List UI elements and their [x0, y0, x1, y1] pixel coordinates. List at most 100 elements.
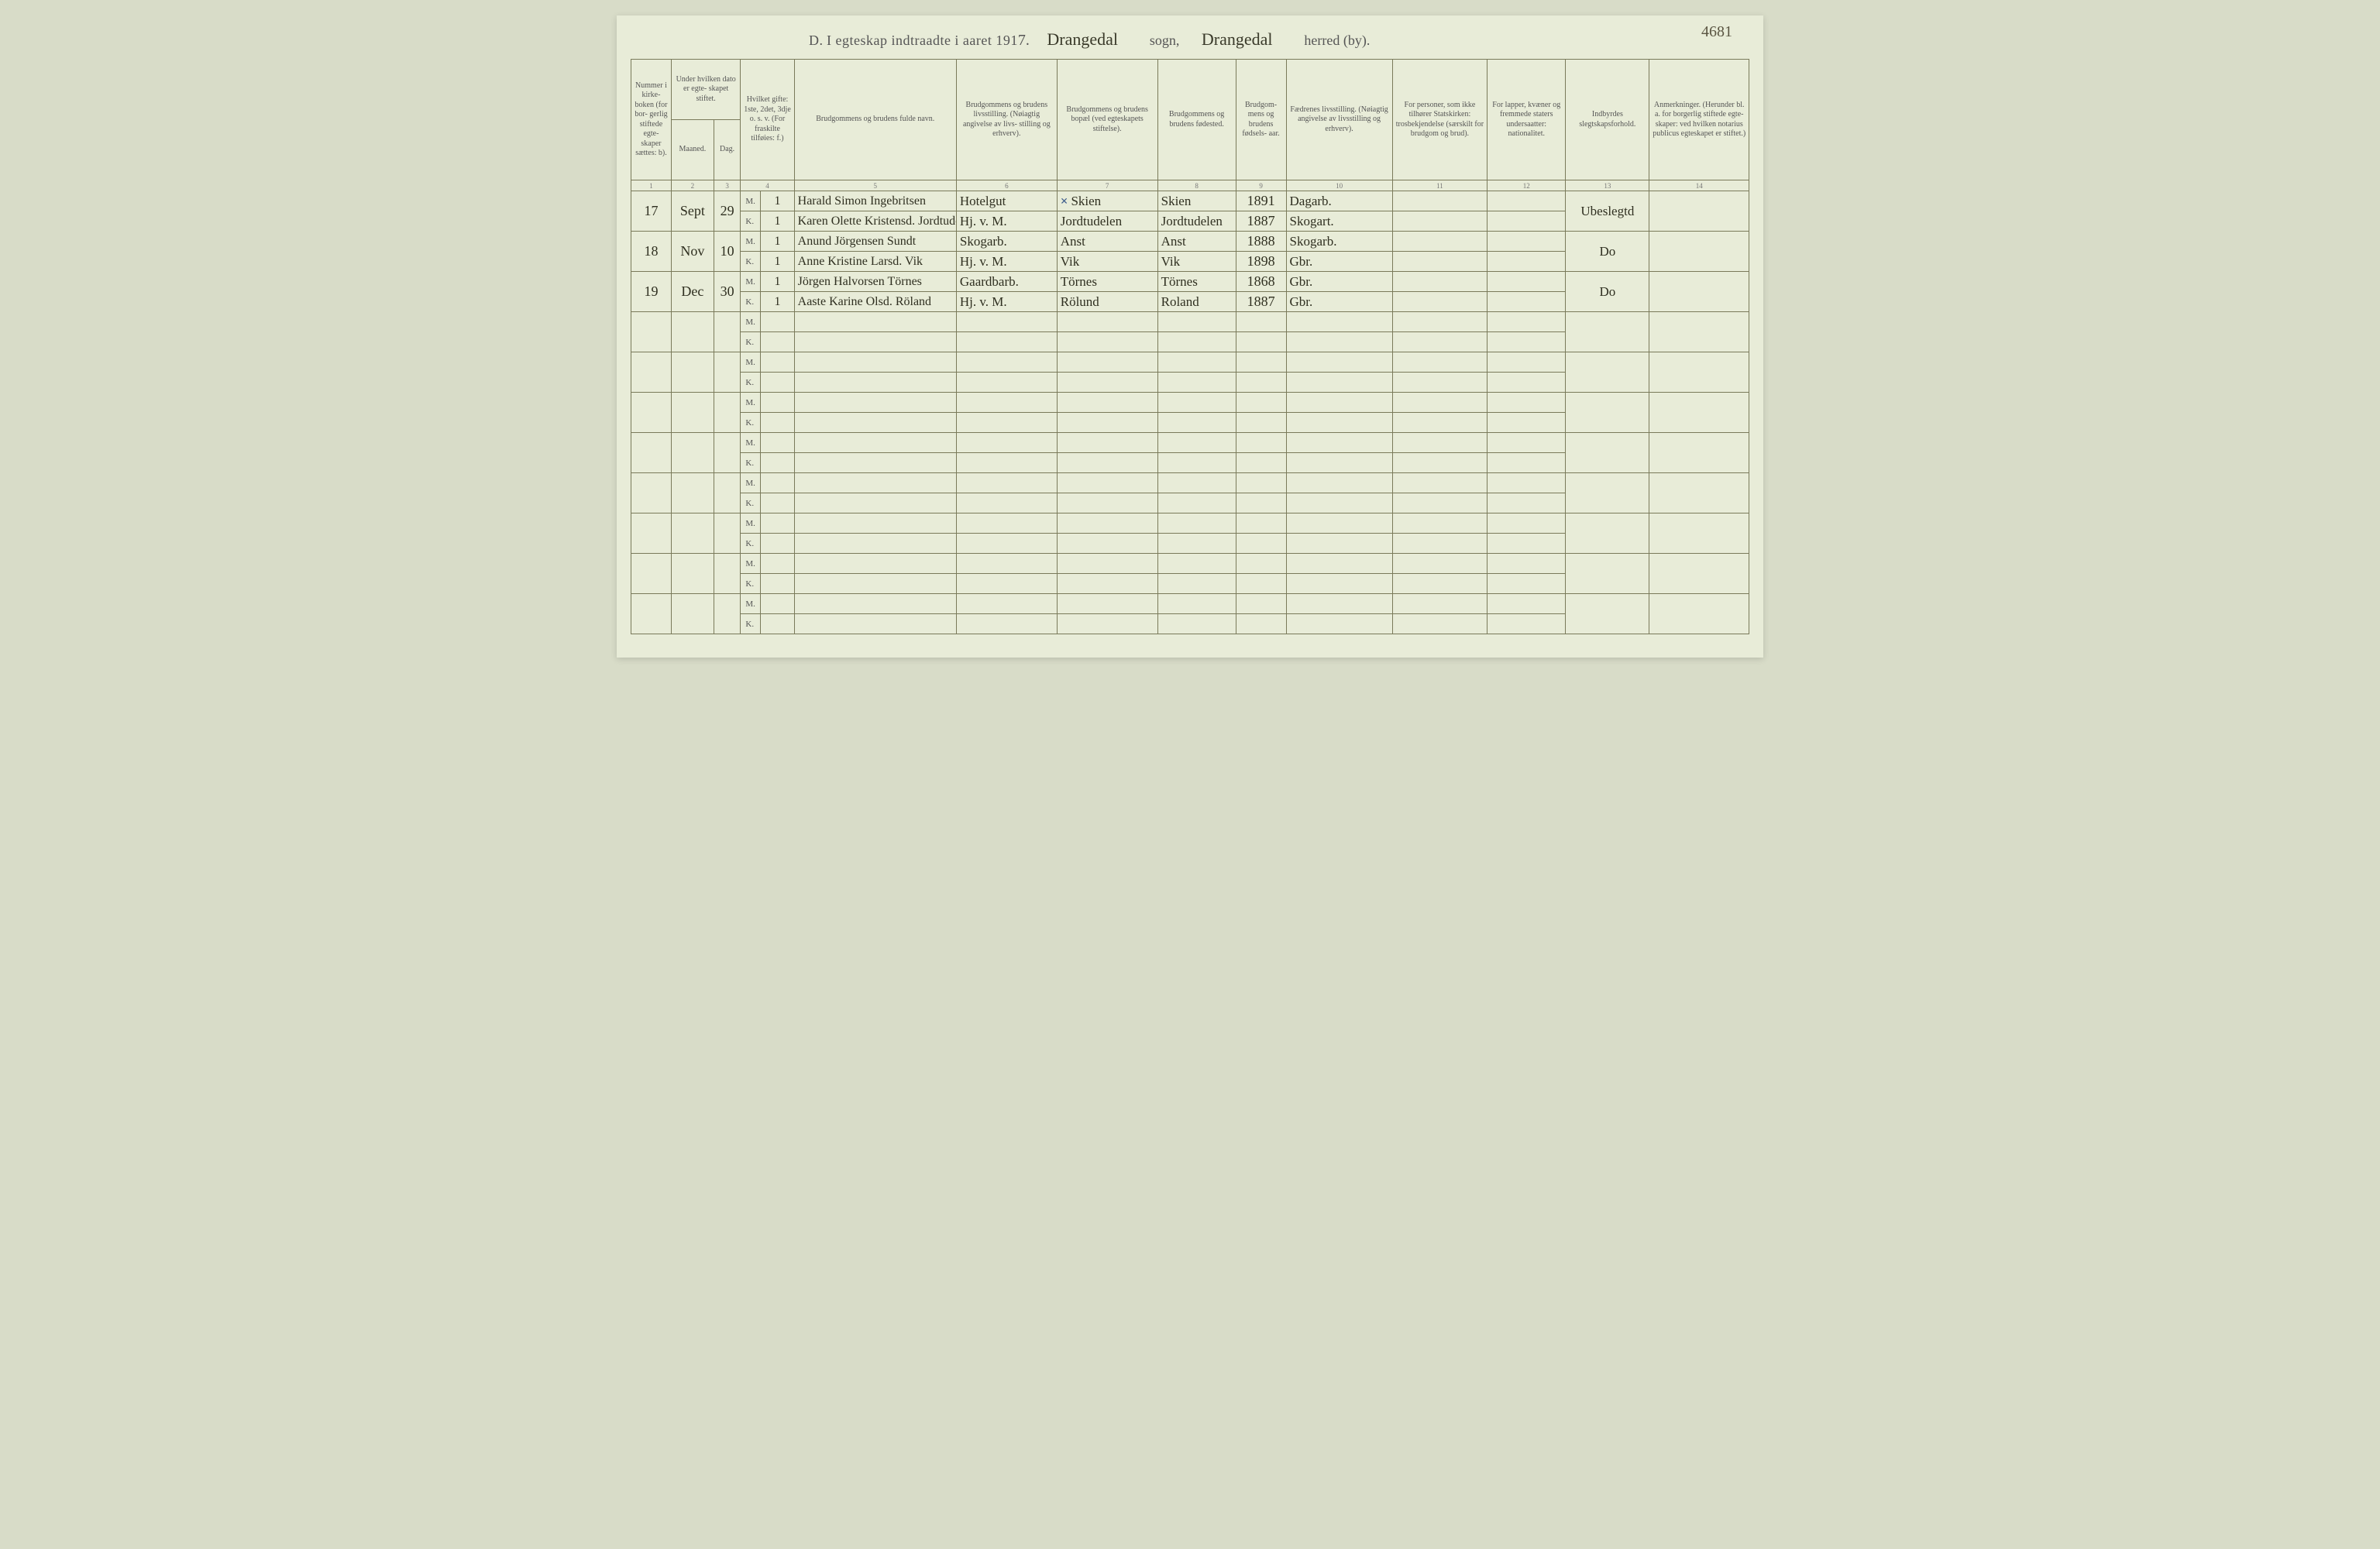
entry-month: Sept — [671, 191, 714, 232]
c11-m — [1392, 191, 1488, 211]
empty — [761, 413, 794, 433]
mk-label-k: K. — [741, 534, 761, 554]
empty — [631, 312, 672, 352]
empty — [1057, 513, 1157, 534]
mk-label-m: M. — [741, 352, 761, 373]
empty — [761, 493, 794, 513]
mk-label-m: M. — [741, 393, 761, 413]
empty — [1236, 473, 1286, 493]
empty — [1157, 332, 1236, 352]
empty — [1286, 352, 1392, 373]
empty — [761, 513, 794, 534]
empty — [1286, 614, 1392, 634]
empty — [956, 453, 1057, 473]
empty — [1392, 453, 1488, 473]
empty — [631, 554, 672, 594]
colnum: 5 — [794, 180, 956, 191]
far-k: Gbr. — [1286, 252, 1392, 272]
empty — [1286, 373, 1392, 393]
empty — [1488, 413, 1566, 433]
empty — [1057, 312, 1157, 332]
empty — [1057, 373, 1157, 393]
empty — [1286, 332, 1392, 352]
empty — [794, 473, 956, 493]
entry-month: Nov — [671, 232, 714, 272]
gifte-m: 1 — [761, 272, 794, 292]
colnum: 7 — [1057, 180, 1157, 191]
empty — [1286, 554, 1392, 574]
empty — [714, 473, 741, 513]
anmerk — [1649, 232, 1749, 272]
aar-m: 1888 — [1236, 232, 1286, 252]
fodested-k: Jordtudelen — [1157, 211, 1236, 232]
col-header-13: Indbyrdes slegtskapsforhold. — [1566, 60, 1649, 180]
empty — [1392, 433, 1488, 453]
empty — [794, 453, 956, 473]
empty — [1157, 574, 1236, 594]
empty — [1236, 513, 1286, 534]
entry-number: 18 — [631, 232, 672, 272]
empty — [671, 594, 714, 634]
empty — [956, 373, 1057, 393]
colnum: 14 — [1649, 180, 1749, 191]
empty — [1649, 554, 1749, 594]
empty — [631, 473, 672, 513]
entry-number: 19 — [631, 272, 672, 312]
empty — [1649, 473, 1749, 513]
table-row: M. — [631, 594, 1749, 614]
stilling-k: Hj. v. M. — [956, 252, 1057, 272]
empty — [631, 594, 672, 634]
empty — [1157, 473, 1236, 493]
empty — [794, 332, 956, 352]
empty — [714, 312, 741, 352]
entry-number: 17 — [631, 191, 672, 232]
ledger-page: 4681 D. I egteskap indtraadte i aaret 19… — [617, 15, 1763, 658]
col-header-2-group: Under hvilken dato er egte- skapet stift… — [671, 60, 740, 120]
col-header-2a: Maaned. — [671, 120, 714, 180]
empty — [956, 393, 1057, 413]
empty — [761, 614, 794, 634]
gifte-k: 1 — [761, 211, 794, 232]
empty — [956, 574, 1057, 594]
empty — [1392, 352, 1488, 373]
empty — [1057, 574, 1157, 594]
empty — [794, 554, 956, 574]
herred-label: herred (by). — [1299, 33, 1374, 48]
stilling-m: Gaardbarb. — [956, 272, 1057, 292]
empty — [1286, 393, 1392, 413]
empty — [1236, 433, 1286, 453]
sogn-name: Drangedal — [1033, 29, 1141, 50]
title-printed: I egteskap indtraadte i aaret 191 — [827, 33, 1018, 48]
bopel-k: Rölund — [1057, 292, 1157, 312]
empty — [1236, 453, 1286, 473]
col-header-10: Fædrenes livsstilling. (Nøiagtig angivel… — [1286, 60, 1392, 180]
entry-day: 30 — [714, 272, 741, 312]
empty — [1488, 373, 1566, 393]
slegtskap: Ubeslegtd — [1566, 191, 1649, 232]
empty — [1057, 473, 1157, 493]
c11-m — [1392, 232, 1488, 252]
name-k: Aaste Karine Olsd. Röland — [794, 292, 956, 312]
col-header-4: Hvilket gifte: 1ste, 2det, 3dje o. s. v.… — [741, 60, 794, 180]
name-m: Anund Jörgensen Sundt — [794, 232, 956, 252]
slegtskap: Do — [1566, 232, 1649, 272]
empty — [671, 312, 714, 352]
empty — [1157, 453, 1236, 473]
mk-label-m: M. — [741, 191, 761, 211]
empty — [956, 493, 1057, 513]
c12-m — [1488, 191, 1566, 211]
empty — [1157, 312, 1236, 332]
empty — [794, 574, 956, 594]
empty — [1488, 513, 1566, 534]
mk-label-k: K. — [741, 614, 761, 634]
stilling-k: Hj. v. M. — [956, 292, 1057, 312]
empty — [1286, 574, 1392, 594]
empty — [1286, 513, 1392, 534]
sogn-label: sogn, — [1145, 33, 1185, 48]
empty — [1392, 554, 1488, 574]
empty — [956, 513, 1057, 534]
empty — [956, 534, 1057, 554]
mk-label-m: M. — [741, 433, 761, 453]
c12-k — [1488, 252, 1566, 272]
mk-label-m: M. — [741, 473, 761, 493]
